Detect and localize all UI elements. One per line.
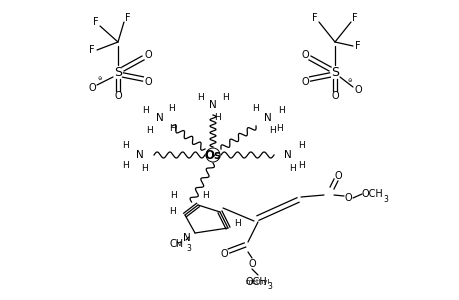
Text: H: H: [289, 164, 296, 172]
Text: H: H: [123, 160, 129, 169]
Text: H: H: [269, 125, 276, 134]
Text: $^{\ominus}$: $^{\ominus}$: [346, 77, 353, 86]
Text: H: H: [234, 220, 241, 229]
Text: N: N: [183, 233, 190, 243]
Text: $^{\ominus}$: $^{\ominus}$: [97, 76, 103, 85]
Text: N: N: [284, 150, 291, 160]
Text: F: F: [354, 41, 360, 51]
Text: S: S: [114, 65, 122, 79]
Text: 3: 3: [383, 194, 387, 203]
Text: N: N: [136, 150, 144, 160]
Text: O: O: [144, 50, 151, 60]
Text: O: O: [88, 83, 95, 93]
Text: N: N: [209, 100, 216, 110]
Text: N: N: [263, 113, 271, 123]
Text: H: H: [169, 206, 176, 215]
Text: S: S: [330, 65, 338, 79]
Text: H: H: [202, 191, 208, 200]
Text: H: H: [123, 140, 129, 149]
Text: N: N: [156, 113, 163, 123]
Text: O: O: [301, 50, 308, 60]
Text: H: H: [222, 92, 229, 101]
Text: O: O: [144, 77, 151, 87]
Text: O: O: [301, 77, 308, 87]
Text: O: O: [114, 91, 122, 101]
Text: H: H: [252, 103, 259, 112]
Text: O: O: [353, 85, 361, 95]
Text: H: H: [298, 160, 305, 169]
Text: 3: 3: [186, 244, 191, 253]
Text: methyl: methyl: [245, 279, 269, 285]
Text: H: H: [197, 92, 204, 101]
Text: OCH: OCH: [360, 189, 382, 199]
Text: H: H: [142, 106, 149, 115]
Text: F: F: [352, 13, 357, 23]
Text: H: H: [298, 140, 305, 149]
Text: 3: 3: [267, 283, 272, 292]
Text: F: F: [312, 13, 317, 23]
Text: F: F: [89, 45, 95, 55]
Text: OCH: OCH: [245, 277, 266, 287]
Text: H: H: [169, 124, 176, 133]
Text: H: H: [146, 125, 153, 134]
Text: H: H: [278, 106, 285, 115]
Text: F: F: [125, 13, 130, 23]
Text: H: H: [141, 164, 148, 172]
Text: O: O: [248, 259, 255, 269]
Text: O: O: [343, 193, 351, 203]
Text: F: F: [93, 17, 99, 27]
Text: H: H: [214, 112, 221, 122]
Text: N: N: [175, 241, 180, 247]
Text: O: O: [330, 91, 338, 101]
Text: H: H: [168, 103, 175, 112]
Text: Os: Os: [204, 148, 221, 161]
Text: O: O: [333, 171, 341, 181]
Text: CH: CH: [169, 239, 184, 249]
Text: H: H: [276, 124, 283, 133]
Text: H: H: [170, 191, 177, 200]
Text: O: O: [220, 249, 227, 259]
